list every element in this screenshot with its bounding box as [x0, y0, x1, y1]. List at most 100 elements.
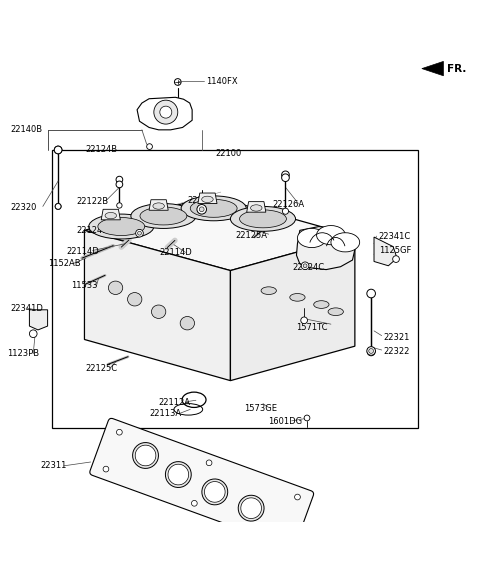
Polygon shape [84, 196, 355, 271]
Circle shape [136, 229, 144, 237]
Circle shape [54, 146, 62, 154]
FancyBboxPatch shape [90, 418, 313, 548]
Polygon shape [149, 200, 168, 210]
Text: 1601DG: 1601DG [268, 417, 302, 426]
Text: FR.: FR. [447, 63, 467, 74]
Polygon shape [374, 237, 397, 266]
Polygon shape [29, 310, 48, 330]
Circle shape [282, 171, 289, 179]
Circle shape [369, 349, 373, 353]
Text: 22126A: 22126A [273, 200, 305, 209]
Circle shape [368, 290, 374, 297]
Circle shape [304, 415, 310, 421]
Circle shape [393, 256, 399, 263]
Ellipse shape [240, 210, 287, 228]
Ellipse shape [108, 281, 123, 294]
Circle shape [282, 208, 288, 215]
Ellipse shape [331, 233, 360, 252]
Text: 22341C: 22341C [379, 231, 411, 241]
Text: 1140FX: 1140FX [206, 76, 238, 85]
Text: 22112A: 22112A [158, 398, 191, 407]
Text: 22114D: 22114D [67, 247, 99, 256]
Circle shape [301, 317, 308, 324]
Bar [52, 150, 418, 427]
Circle shape [54, 146, 62, 154]
Text: 22125A: 22125A [235, 230, 267, 239]
Text: 1573GE: 1573GE [244, 404, 277, 413]
Polygon shape [230, 236, 355, 381]
Ellipse shape [230, 207, 296, 231]
Circle shape [154, 100, 178, 124]
Ellipse shape [192, 500, 197, 506]
Text: 22140B: 22140B [10, 125, 42, 134]
Ellipse shape [140, 207, 187, 225]
Text: 22341D: 22341D [10, 305, 43, 314]
Circle shape [116, 176, 123, 183]
Text: 22129: 22129 [187, 196, 214, 205]
Circle shape [55, 203, 61, 209]
Ellipse shape [98, 217, 145, 235]
Circle shape [199, 207, 204, 212]
Circle shape [367, 348, 375, 356]
Ellipse shape [153, 203, 164, 209]
Circle shape [116, 181, 123, 188]
Ellipse shape [181, 196, 246, 221]
Circle shape [303, 264, 307, 268]
Ellipse shape [152, 305, 166, 319]
Circle shape [29, 330, 37, 337]
Ellipse shape [168, 464, 189, 485]
Ellipse shape [206, 460, 212, 466]
Ellipse shape [117, 430, 122, 435]
Text: 22320: 22320 [10, 203, 36, 212]
Circle shape [301, 262, 309, 269]
Ellipse shape [241, 498, 262, 518]
Text: 22124C: 22124C [293, 263, 325, 272]
Polygon shape [84, 230, 230, 381]
Circle shape [55, 204, 61, 209]
Ellipse shape [202, 479, 228, 505]
Circle shape [117, 203, 122, 208]
Ellipse shape [204, 482, 225, 502]
Circle shape [197, 204, 206, 214]
Circle shape [147, 144, 153, 149]
Polygon shape [198, 193, 217, 204]
Polygon shape [101, 209, 120, 220]
Circle shape [367, 289, 375, 298]
Ellipse shape [131, 204, 196, 229]
Ellipse shape [132, 443, 158, 469]
Ellipse shape [180, 316, 194, 330]
Circle shape [367, 346, 375, 355]
Ellipse shape [261, 287, 276, 294]
Ellipse shape [135, 445, 156, 466]
Ellipse shape [128, 293, 142, 306]
Ellipse shape [105, 212, 117, 219]
Text: 11533: 11533 [72, 281, 98, 290]
Text: 22322: 22322 [384, 348, 410, 357]
Polygon shape [137, 97, 192, 130]
Polygon shape [297, 226, 355, 269]
Text: 1571TC: 1571TC [297, 323, 328, 332]
Text: 22114D: 22114D [159, 248, 192, 258]
Text: 22124B: 22124B [86, 145, 118, 155]
Polygon shape [247, 201, 266, 212]
Ellipse shape [190, 199, 237, 217]
Text: 22113A: 22113A [149, 409, 181, 418]
Circle shape [282, 174, 289, 182]
Text: 22124B: 22124B [76, 226, 108, 235]
Circle shape [138, 231, 142, 235]
Text: 22100: 22100 [215, 149, 241, 158]
Circle shape [174, 79, 181, 85]
Text: 1123PB: 1123PB [7, 349, 39, 358]
Text: 22122B: 22122B [76, 197, 108, 206]
Ellipse shape [290, 294, 305, 301]
Text: 22321: 22321 [384, 333, 410, 342]
Ellipse shape [89, 214, 154, 239]
Ellipse shape [202, 196, 213, 203]
Ellipse shape [251, 205, 262, 211]
Ellipse shape [298, 229, 326, 247]
Ellipse shape [166, 462, 191, 487]
Polygon shape [422, 61, 444, 76]
Ellipse shape [295, 494, 300, 500]
Ellipse shape [238, 495, 264, 521]
Text: 1152AB: 1152AB [48, 259, 80, 268]
